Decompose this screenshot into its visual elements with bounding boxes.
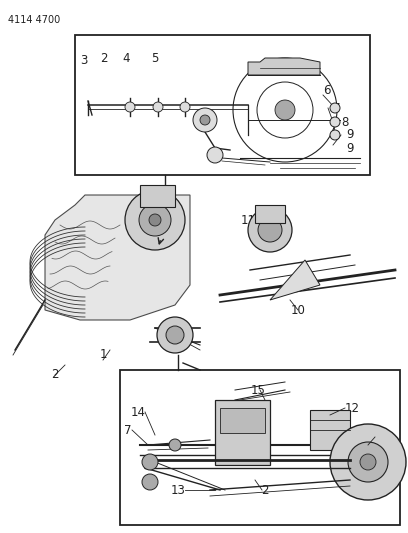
Text: 4: 4 bbox=[122, 52, 130, 64]
Text: 5: 5 bbox=[151, 52, 159, 64]
Text: 11: 11 bbox=[240, 214, 255, 227]
Circle shape bbox=[166, 326, 184, 344]
Circle shape bbox=[360, 454, 376, 470]
Circle shape bbox=[248, 208, 292, 252]
Circle shape bbox=[180, 102, 190, 112]
Polygon shape bbox=[45, 195, 190, 320]
Text: 3: 3 bbox=[80, 53, 88, 67]
Circle shape bbox=[125, 190, 185, 250]
Text: 15: 15 bbox=[251, 384, 266, 397]
Circle shape bbox=[142, 474, 158, 490]
Circle shape bbox=[157, 317, 193, 353]
Text: 14: 14 bbox=[131, 406, 146, 418]
Polygon shape bbox=[270, 260, 320, 300]
Circle shape bbox=[330, 130, 340, 140]
Text: 9: 9 bbox=[346, 128, 354, 141]
Text: 12: 12 bbox=[344, 401, 359, 415]
Text: 10: 10 bbox=[290, 303, 306, 317]
Circle shape bbox=[348, 442, 388, 482]
Circle shape bbox=[258, 218, 282, 242]
Text: 6: 6 bbox=[323, 84, 331, 96]
Circle shape bbox=[207, 147, 223, 163]
Circle shape bbox=[330, 103, 340, 113]
Circle shape bbox=[149, 214, 161, 226]
Bar bbox=[120, 370, 400, 525]
Circle shape bbox=[200, 115, 210, 125]
Circle shape bbox=[139, 204, 171, 236]
Polygon shape bbox=[248, 58, 320, 75]
Text: 8: 8 bbox=[341, 116, 349, 128]
Bar bbox=[255, 205, 285, 223]
Text: 2: 2 bbox=[261, 483, 269, 497]
Text: 9: 9 bbox=[346, 141, 354, 155]
Circle shape bbox=[330, 424, 406, 500]
Bar bbox=[215, 400, 270, 465]
Circle shape bbox=[153, 102, 163, 112]
Text: 2: 2 bbox=[100, 52, 108, 64]
Circle shape bbox=[193, 108, 217, 132]
Text: 2: 2 bbox=[51, 368, 59, 382]
Circle shape bbox=[275, 100, 295, 120]
Bar bbox=[220, 408, 265, 433]
Circle shape bbox=[125, 102, 135, 112]
Text: 7: 7 bbox=[124, 424, 132, 437]
Text: 7: 7 bbox=[333, 101, 341, 115]
Circle shape bbox=[169, 439, 181, 451]
Bar bbox=[75, 35, 370, 175]
Circle shape bbox=[330, 117, 340, 127]
Text: 1: 1 bbox=[368, 431, 376, 443]
Text: 1: 1 bbox=[99, 349, 107, 361]
Bar bbox=[140, 185, 175, 207]
Bar bbox=[310, 410, 350, 450]
Circle shape bbox=[142, 454, 158, 470]
Text: 13: 13 bbox=[171, 483, 186, 497]
Text: 4114 4700: 4114 4700 bbox=[8, 15, 60, 25]
